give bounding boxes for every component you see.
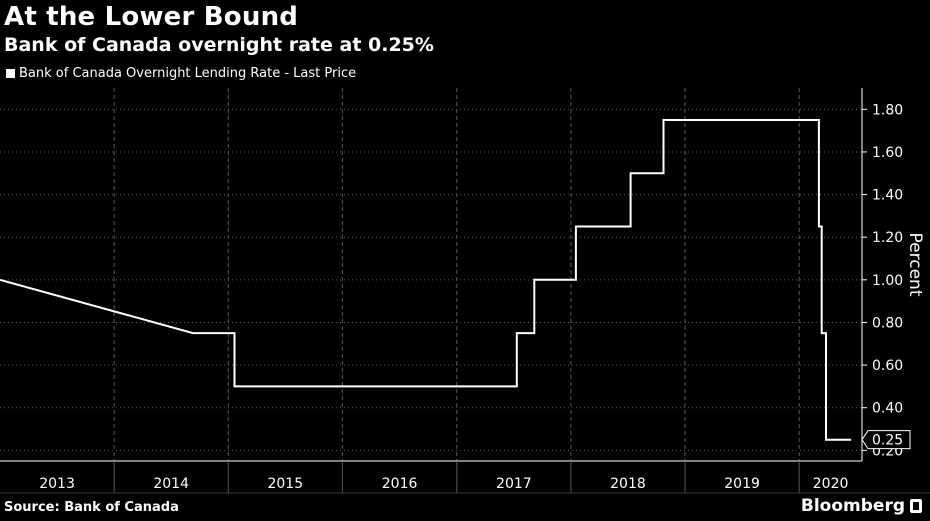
bloomberg-logo: Bloomberg	[801, 496, 922, 516]
y-tick-label: 1.60	[872, 145, 903, 161]
source-note: Source: Bank of Canada	[4, 500, 179, 515]
brand-name: Bloomberg	[800, 496, 905, 516]
y-tick-label: 1.40	[872, 188, 903, 204]
y-tick-label: 1.80	[872, 102, 903, 118]
y-tick-label: 0.80	[872, 315, 903, 331]
chart-title: At the Lower Bound	[4, 2, 299, 32]
chart-subtitle: Bank of Canada overnight rate at 0.25%	[4, 34, 434, 56]
x-tick-label: 2015	[267, 476, 303, 492]
x-tick-label: 2017	[496, 476, 532, 492]
legend-swatch	[6, 69, 15, 78]
last-value-label: 0.25	[872, 433, 903, 449]
legend: Bank of Canada Overnight Lending Rate - …	[6, 66, 356, 81]
x-tick-label: 2020	[813, 476, 849, 492]
bloomberg-terminal-icon	[910, 499, 922, 513]
x-tick-label: 2019	[724, 476, 760, 492]
y-tick-label: 1.20	[872, 230, 903, 246]
series-line	[0, 119, 852, 441]
last-value-callout	[861, 430, 911, 450]
legend-label: Bank of Canada Overnight Lending Rate - …	[19, 66, 357, 81]
y-tick-label: 0.40	[872, 401, 903, 417]
y-tick-label: 0.60	[872, 358, 903, 374]
x-tick-label: 2013	[39, 476, 75, 492]
x-tick-label: 2016	[382, 476, 418, 492]
y-tick-label: 1.00	[872, 273, 903, 289]
x-tick-label: 2018	[610, 476, 646, 492]
x-tick-label: 2014	[153, 476, 189, 492]
y-axis-label: Percent	[905, 233, 925, 297]
